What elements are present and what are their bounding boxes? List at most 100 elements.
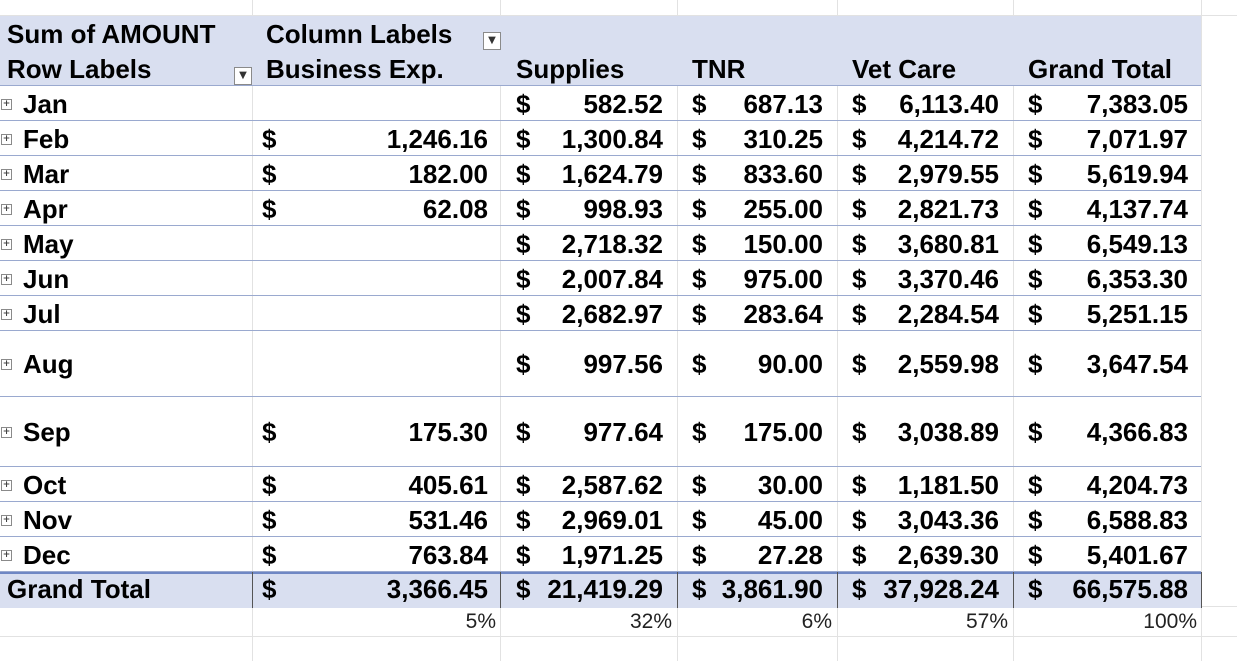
expand-row-icon[interactable]: + <box>1 134 12 145</box>
pct-tnr: 6% <box>801 610 832 633</box>
row-label[interactable]: Mar <box>23 159 70 189</box>
cell-supplies[interactable]: 997.56 <box>583 349 663 379</box>
cell-total[interactable]: 6,588.83 <box>1086 505 1188 535</box>
currency-symbol: $ <box>692 229 707 259</box>
row-label[interactable]: Oct <box>23 470 67 500</box>
cell-business[interactable]: 405.61 <box>408 470 488 500</box>
cell-business[interactable]: 763.84 <box>408 540 488 570</box>
row-label[interactable]: Jun <box>23 264 70 294</box>
row-divider <box>0 190 1201 191</box>
cell-total[interactable]: 4,204.73 <box>1086 470 1188 500</box>
row-label[interactable]: Jul <box>23 299 61 329</box>
row-label[interactable]: Feb <box>23 124 70 154</box>
currency-symbol: $ <box>1028 124 1043 154</box>
currency-symbol: $ <box>852 540 867 570</box>
cell-vet[interactable]: 2,821.73 <box>897 194 999 224</box>
row-label[interactable]: Apr <box>23 194 68 224</box>
cell-total[interactable]: 5,251.15 <box>1086 299 1188 329</box>
row-filter-dropdown-icon[interactable]: ▼ <box>234 67 252 85</box>
expand-row-icon[interactable]: + <box>1 99 12 110</box>
cell-vet[interactable]: 2,979.55 <box>897 159 999 189</box>
currency-symbol: $ <box>1028 299 1043 329</box>
grand-total-supplies: 21,419.29 <box>547 574 663 604</box>
row-label[interactable]: Dec <box>23 540 71 570</box>
row-label[interactable]: Jan <box>23 89 68 119</box>
row-divider <box>0 120 1201 121</box>
row-label[interactable]: May <box>23 229 74 259</box>
cell-vet[interactable]: 4,214.72 <box>897 124 999 154</box>
expand-row-icon[interactable]: + <box>1 309 12 320</box>
currency-symbol: $ <box>262 159 277 189</box>
cell-tnr[interactable]: 90.00 <box>757 349 823 379</box>
expand-row-icon[interactable]: + <box>1 274 12 285</box>
expand-row-icon[interactable]: + <box>1 359 12 370</box>
cell-supplies[interactable]: 582.52 <box>583 89 663 119</box>
cell-total[interactable]: 3,647.54 <box>1086 349 1188 379</box>
row-label[interactable]: Nov <box>23 505 73 535</box>
cell-supplies[interactable]: 2,007.84 <box>561 264 663 294</box>
cell-tnr[interactable]: 27.28 <box>757 540 823 570</box>
expand-row-icon[interactable]: + <box>1 169 12 180</box>
cell-total[interactable]: 6,353.30 <box>1086 264 1188 294</box>
cell-business[interactable]: 1,246.16 <box>386 124 488 154</box>
cell-tnr[interactable]: 45.00 <box>757 505 823 535</box>
column-header-tnr: TNR <box>692 54 746 84</box>
cell-supplies[interactable]: 2,682.97 <box>561 299 663 329</box>
currency-symbol: $ <box>852 194 867 224</box>
cell-tnr[interactable]: 283.64 <box>743 299 823 329</box>
expand-row-icon[interactable]: + <box>1 204 12 215</box>
cell-supplies[interactable]: 977.64 <box>583 417 663 447</box>
cell-tnr[interactable]: 30.00 <box>757 470 823 500</box>
cell-vet[interactable]: 3,038.89 <box>897 417 999 447</box>
currency-symbol: $ <box>1028 574 1043 604</box>
cell-business[interactable]: 531.46 <box>408 505 488 535</box>
currency-symbol: $ <box>852 505 867 535</box>
cell-total[interactable]: 5,619.94 <box>1086 159 1188 189</box>
cell-supplies[interactable]: 1,300.84 <box>561 124 663 154</box>
cell-supplies[interactable]: 2,587.62 <box>561 470 663 500</box>
currency-symbol: $ <box>1028 349 1043 379</box>
cell-total[interactable]: 4,137.74 <box>1086 194 1188 224</box>
cell-total[interactable]: 6,549.13 <box>1086 229 1188 259</box>
cell-tnr[interactable]: 975.00 <box>743 264 823 294</box>
cell-total[interactable]: 4,366.83 <box>1086 417 1188 447</box>
cell-vet[interactable]: 1,181.50 <box>897 470 999 500</box>
cell-total[interactable]: 7,071.97 <box>1086 124 1188 154</box>
cell-vet[interactable]: 6,113.40 <box>899 89 999 119</box>
currency-symbol: $ <box>262 540 277 570</box>
cell-tnr[interactable]: 833.60 <box>743 159 823 189</box>
currency-symbol: $ <box>516 349 531 379</box>
cell-supplies[interactable]: 2,718.32 <box>561 229 663 259</box>
expand-row-icon[interactable]: + <box>1 427 12 438</box>
cell-vet[interactable]: 3,680.81 <box>897 229 999 259</box>
cell-vet[interactable]: 2,284.54 <box>897 299 999 329</box>
row-label[interactable]: Aug <box>23 349 74 379</box>
cell-total[interactable]: 7,383.05 <box>1086 89 1188 119</box>
cell-business[interactable]: 62.08 <box>422 194 488 224</box>
cell-tnr[interactable]: 175.00 <box>743 417 823 447</box>
currency-symbol: $ <box>516 299 531 329</box>
cell-tnr[interactable]: 687.13 <box>743 89 823 119</box>
cell-vet[interactable]: 3,043.36 <box>897 505 999 535</box>
column-filter-dropdown-icon[interactable]: ▼ <box>483 32 501 50</box>
expand-row-icon[interactable]: + <box>1 550 12 561</box>
grand-total-band <box>0 572 1201 608</box>
row-label[interactable]: Sep <box>23 417 71 447</box>
cell-vet[interactable]: 2,559.98 <box>897 349 999 379</box>
cell-vet[interactable]: 2,639.30 <box>897 540 999 570</box>
cell-business[interactable]: 175.30 <box>408 417 488 447</box>
expand-row-icon[interactable]: + <box>1 239 12 250</box>
cell-tnr[interactable]: 255.00 <box>743 194 823 224</box>
cell-supplies[interactable]: 998.93 <box>583 194 663 224</box>
cell-supplies[interactable]: 1,971.25 <box>561 540 663 570</box>
cell-tnr[interactable]: 150.00 <box>743 229 823 259</box>
cell-supplies[interactable]: 1,624.79 <box>561 159 663 189</box>
expand-row-icon[interactable]: + <box>1 480 12 491</box>
row-divider <box>0 225 1201 226</box>
cell-tnr[interactable]: 310.25 <box>743 124 823 154</box>
cell-supplies[interactable]: 2,969.01 <box>561 505 663 535</box>
cell-business[interactable]: 182.00 <box>408 159 488 189</box>
expand-row-icon[interactable]: + <box>1 515 12 526</box>
cell-vet[interactable]: 3,370.46 <box>897 264 999 294</box>
cell-total[interactable]: 5,401.67 <box>1086 540 1188 570</box>
